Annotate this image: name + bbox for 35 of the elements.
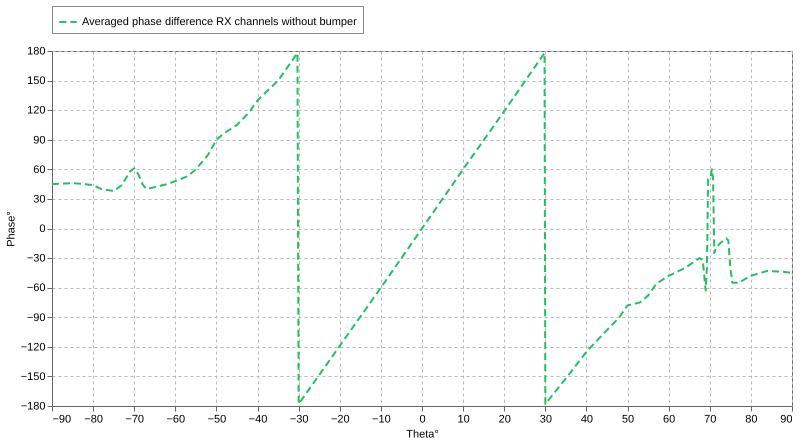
- x-tick-label: −90: [52, 414, 72, 426]
- x-tick-label: 70: [704, 414, 716, 426]
- y-tick-label: 180: [27, 46, 46, 58]
- y-axis-title: Phase°: [6, 211, 18, 247]
- x-tick-label: 40: [580, 414, 594, 426]
- y-tick-label: −90: [26, 312, 46, 324]
- y-tick-label: −60: [26, 282, 46, 294]
- y-tick-label: 90: [33, 134, 46, 146]
- y-tick-label: 120: [27, 104, 46, 117]
- x-tick-label: 10: [457, 414, 470, 426]
- x-tick-label: 60: [663, 414, 676, 426]
- x-tick-label: 50: [622, 414, 634, 426]
- x-tick-label: 0: [419, 414, 426, 426]
- x-tick-label: −50: [208, 414, 226, 426]
- x-axis-title: Theta°: [406, 428, 439, 440]
- x-tick-label: 80: [745, 414, 758, 426]
- y-tick-label: −30: [26, 252, 46, 265]
- y-tick-label: 30: [33, 193, 46, 206]
- y-tick-label: −150: [20, 370, 46, 383]
- x-tick-label: −20: [330, 414, 350, 426]
- x-tick-label: −30: [290, 414, 309, 426]
- x-tick-label: −80: [84, 414, 103, 426]
- y-tick-label: 150: [27, 75, 46, 88]
- y-tick-label: 0: [39, 223, 46, 235]
- legend-label: Averaged phase difference RX channels without bumper: [82, 16, 358, 28]
- y-tick-label: −120: [20, 341, 46, 354]
- x-tick-label: −70: [125, 414, 144, 426]
- x-tick-label: 20: [498, 414, 511, 426]
- y-tick-label: 60: [33, 164, 46, 176]
- y-tick-label: −180: [20, 400, 46, 412]
- x-tick-label: 90: [780, 414, 792, 426]
- x-tick-label: −60: [166, 414, 186, 426]
- x-tick-label: −40: [248, 414, 268, 426]
- x-tick-label: 30: [540, 414, 552, 426]
- x-tick-label: −10: [372, 414, 391, 426]
